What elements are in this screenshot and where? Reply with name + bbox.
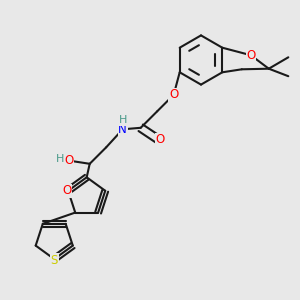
Text: H: H	[118, 115, 127, 125]
Text: O: O	[246, 49, 255, 62]
Text: H: H	[56, 154, 64, 164]
Text: O: O	[62, 184, 71, 197]
Text: O: O	[64, 154, 73, 167]
Text: O: O	[156, 133, 165, 146]
Text: N: N	[118, 123, 127, 136]
Text: S: S	[50, 254, 58, 267]
Text: O: O	[169, 88, 178, 101]
